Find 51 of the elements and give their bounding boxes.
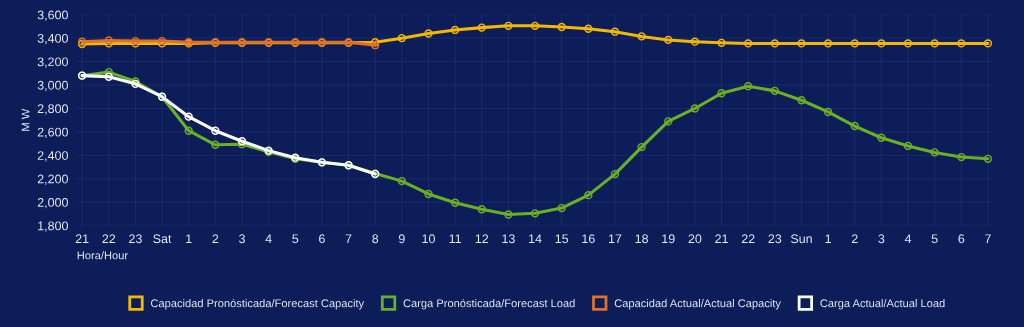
y-tick-label: 2,200 xyxy=(37,174,68,185)
x-tick-label: 15 xyxy=(555,234,569,244)
x-tick-label: 23 xyxy=(129,234,142,244)
x-tick-label: 4 xyxy=(265,234,272,244)
x-tick-label: 20 xyxy=(688,234,702,244)
legend-label: Carga Pronósticada/Forecast Load xyxy=(403,298,575,310)
y-tick-label: 1,800 xyxy=(38,221,68,232)
x-tick-label: 1 xyxy=(186,234,192,244)
x-tick-label: 18 xyxy=(635,234,649,244)
x-tick-label: 5 xyxy=(931,234,938,244)
x-tick-label: 6 xyxy=(319,234,325,244)
x-tick-label: 19 xyxy=(662,234,675,244)
y-tick-label: 3,600 xyxy=(37,10,68,21)
x-tick-label: 22 xyxy=(102,234,116,244)
y-tick-label: 2,400 xyxy=(37,151,68,162)
x-tick-label: Sun xyxy=(790,234,812,244)
x-tick-label: 9 xyxy=(398,234,405,244)
x-tick-label: 14 xyxy=(529,234,542,244)
y-tick-label: 2,600 xyxy=(37,127,68,139)
x-tick-label: 7 xyxy=(345,234,352,244)
x-tick-label: 5 xyxy=(292,234,299,244)
x-tick-label: 11 xyxy=(449,234,461,244)
legend-label: Capacidad Pronósticada/Forecast Capacity xyxy=(150,298,365,310)
x-tick-label: 4 xyxy=(904,234,912,244)
x-tick-label: Sat xyxy=(153,234,172,244)
x-tick-label: 17 xyxy=(608,234,622,244)
x-tick-label: 3 xyxy=(238,234,245,244)
x-tick-label: 21 xyxy=(75,234,89,244)
y-tick-label: 2,000 xyxy=(37,198,68,209)
x-tick-label: 7 xyxy=(985,234,991,244)
y-tick-label: 3,200 xyxy=(37,57,68,68)
x-tick-label: 21 xyxy=(715,234,728,244)
x-tick-label: 23 xyxy=(768,234,782,244)
x-tick-label: 16 xyxy=(582,234,595,244)
x-tick-label: 10 xyxy=(422,234,435,244)
legend-label: Carga Actual/Actual Load xyxy=(820,299,945,310)
y-axis-title: M W xyxy=(21,108,30,131)
x-tick-label: 2 xyxy=(851,234,858,244)
x-tick-label: 13 xyxy=(502,234,515,244)
legend-label: Capacidad Actual/Actual Capacity xyxy=(614,299,781,310)
x-tick-label: 8 xyxy=(372,234,379,244)
y-tick-label: 3,400 xyxy=(37,33,68,45)
x-tick-label: 2 xyxy=(212,234,219,244)
x-tick-label: 6 xyxy=(958,234,965,244)
y-tick-label: 2,800 xyxy=(37,104,68,115)
y-tick-label: 3,000 xyxy=(37,80,68,92)
x-tick-label: 1 xyxy=(825,234,831,244)
x-tick-label: 22 xyxy=(741,234,755,244)
x-tick-label: 12 xyxy=(475,234,489,244)
x-axis-title: Hora/Hour xyxy=(77,251,128,260)
x-tick-label: 3 xyxy=(878,234,885,244)
